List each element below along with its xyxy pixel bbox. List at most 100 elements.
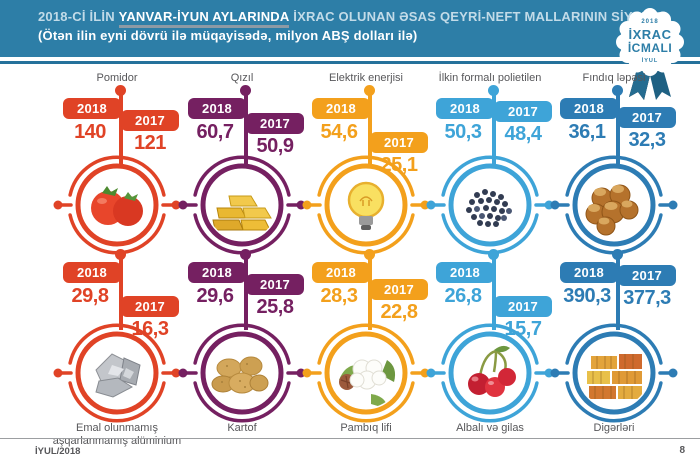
title-highlight: YANVAR-İYUN AYLARINDA bbox=[118, 9, 290, 28]
page-title: 2018-Cİ İLİN YANVAR-İYUN AYLARINDA İXRAC… bbox=[38, 9, 667, 28]
year-2017-flag: 2017 bbox=[121, 110, 179, 131]
value-2017: 50,9 bbox=[256, 135, 294, 157]
product-label: Pambıq lifi bbox=[340, 422, 392, 434]
year-2018-label: 2018 bbox=[573, 265, 605, 280]
footer-issue-label: İYUL/2018 bbox=[35, 446, 81, 457]
pole-line bbox=[119, 255, 123, 330]
pole-line bbox=[616, 92, 620, 164]
pole-line bbox=[244, 255, 248, 330]
tomato-icon bbox=[91, 186, 143, 226]
potatoes-icon bbox=[211, 356, 269, 394]
header-divider bbox=[0, 61, 700, 64]
year-2017-flag: 2017 bbox=[370, 132, 428, 153]
product-card-findiq: Fındıq ləpəsi 2018 36,1 2017 32,3 bbox=[550, 72, 678, 255]
value-2017: 121 bbox=[134, 132, 166, 154]
value-2018: 29,8 bbox=[71, 285, 109, 307]
value-2018: 29,6 bbox=[196, 285, 234, 307]
year-2018-label: 2018 bbox=[449, 101, 481, 116]
value-2018: 28,3 bbox=[320, 285, 358, 307]
product-label: Fındıq ləpəsi bbox=[582, 72, 646, 84]
product-card-digerleri: 2018 390,3 2017 377,3 Digərləri bbox=[550, 249, 678, 445]
product-label: Emal olunmamış aşqarlanmamış alüminium bbox=[52, 422, 182, 447]
hazelnuts-icon bbox=[585, 184, 639, 236]
title-suffix: İXRAC OLUNAN ƏSAS QEYRİ-NEFT MALLARININ … bbox=[293, 9, 668, 24]
pole-dot bbox=[240, 249, 251, 260]
year-2017-label: 2017 bbox=[631, 268, 663, 283]
cotton-icon bbox=[339, 359, 396, 408]
pole-dot bbox=[612, 249, 623, 260]
product-card-pomidor: Pomidor 2018 140 2017 121 bbox=[53, 72, 181, 255]
value-2018: 26,8 bbox=[444, 285, 482, 307]
year-2018-flag: 2018 bbox=[312, 98, 370, 119]
year-2017-label: 2017 bbox=[383, 135, 415, 150]
pole-dot bbox=[364, 85, 375, 96]
product-card-aluminium: 2018 29,8 2017 16,3 Emal olunmamış aşqar… bbox=[53, 249, 181, 447]
year-2018-flag: 2018 bbox=[312, 262, 370, 283]
value-2017: 48,4 bbox=[504, 123, 542, 145]
value-2017: 25,8 bbox=[256, 296, 294, 318]
year-2018-flag: 2018 bbox=[63, 262, 121, 283]
value-2018: 54,6 bbox=[320, 121, 358, 143]
year-2018-flag: 2018 bbox=[63, 98, 121, 119]
year-2018-label: 2018 bbox=[201, 101, 233, 116]
product-card-kartof: 2018 29,6 2017 25,8 Kartof bbox=[178, 249, 306, 445]
year-2017-flag: 2017 bbox=[121, 296, 179, 317]
product-ring bbox=[53, 155, 181, 255]
year-2018-flag: 2018 bbox=[188, 262, 246, 283]
value-2017: 22,8 bbox=[380, 301, 418, 323]
product-ring bbox=[302, 155, 430, 255]
value-2018: 390,3 bbox=[563, 285, 611, 307]
year-2018-label: 2018 bbox=[573, 101, 605, 116]
pole-dot bbox=[612, 85, 623, 96]
value-2018: 36,1 bbox=[568, 121, 606, 143]
title-prefix: 2018-Cİ İLİN bbox=[38, 9, 115, 24]
pole-dot bbox=[115, 85, 126, 96]
pole-line bbox=[616, 255, 620, 330]
year-2017-flag: 2017 bbox=[246, 274, 304, 295]
product-label: Elektrik enerjisi bbox=[329, 72, 403, 84]
pole-dot bbox=[115, 249, 126, 260]
value-2017: 32,3 bbox=[628, 129, 666, 151]
year-2018-flag: 2018 bbox=[560, 98, 618, 119]
product-ring bbox=[550, 323, 678, 423]
page-subtitle: (Ötən ilin eyni dövrü ilə müqayisədə, mi… bbox=[38, 28, 418, 43]
product-card-polietilen: İlkin formalı polietilen 2018 50,3 2017 … bbox=[426, 72, 554, 255]
badge-title-line2: İCMALI bbox=[628, 40, 672, 55]
product-ring bbox=[426, 155, 554, 255]
light-bulb-icon bbox=[347, 181, 385, 230]
badge-month: İYUL bbox=[642, 57, 659, 64]
aluminium-icon bbox=[95, 353, 141, 398]
year-2017-flag: 2017 bbox=[246, 113, 304, 134]
year-2017-flag: 2017 bbox=[618, 265, 676, 286]
year-2017-label: 2017 bbox=[507, 104, 539, 119]
ixrac-icmali-badge-icon: 2018 İXRAC İCMALI İYUL bbox=[616, 8, 684, 100]
header: 2018-Cİ İLİN YANVAR-İYUN AYLARINDA İXRAC… bbox=[0, 0, 700, 57]
year-2018-flag: 2018 bbox=[560, 262, 618, 283]
year-2018-label: 2018 bbox=[76, 265, 108, 280]
product-label: Digərləri bbox=[593, 422, 635, 434]
pole-dot bbox=[240, 85, 251, 96]
product-ring bbox=[302, 323, 430, 423]
product-ring bbox=[550, 155, 678, 255]
pole-line bbox=[492, 92, 496, 164]
product-ring bbox=[53, 323, 181, 423]
year-2017-label: 2017 bbox=[383, 282, 415, 297]
year-2018-flag: 2018 bbox=[436, 262, 494, 283]
year-2017-flag: 2017 bbox=[370, 279, 428, 300]
polyethylene-granules-icon bbox=[466, 189, 512, 227]
badge-year: 2018 bbox=[641, 19, 658, 25]
cherries-icon bbox=[468, 345, 516, 397]
year-2017-label: 2017 bbox=[507, 299, 539, 314]
product-ring bbox=[426, 323, 554, 423]
product-card-elektrik: Elektrik enerjisi 2018 54,6 2017 25,1 bbox=[302, 72, 430, 255]
value-2018: 140 bbox=[74, 121, 106, 143]
footer-divider bbox=[0, 438, 700, 439]
product-label: Albalı və gilas bbox=[456, 422, 524, 434]
year-2018-label: 2018 bbox=[449, 265, 481, 280]
year-2017-label: 2017 bbox=[259, 116, 291, 131]
year-2017-flag: 2017 bbox=[494, 101, 552, 122]
gold-bars-icon bbox=[212, 195, 272, 231]
product-label: İlkin formalı polietilen bbox=[438, 72, 542, 84]
product-ring bbox=[178, 323, 306, 423]
year-2018-flag: 2018 bbox=[188, 98, 246, 119]
